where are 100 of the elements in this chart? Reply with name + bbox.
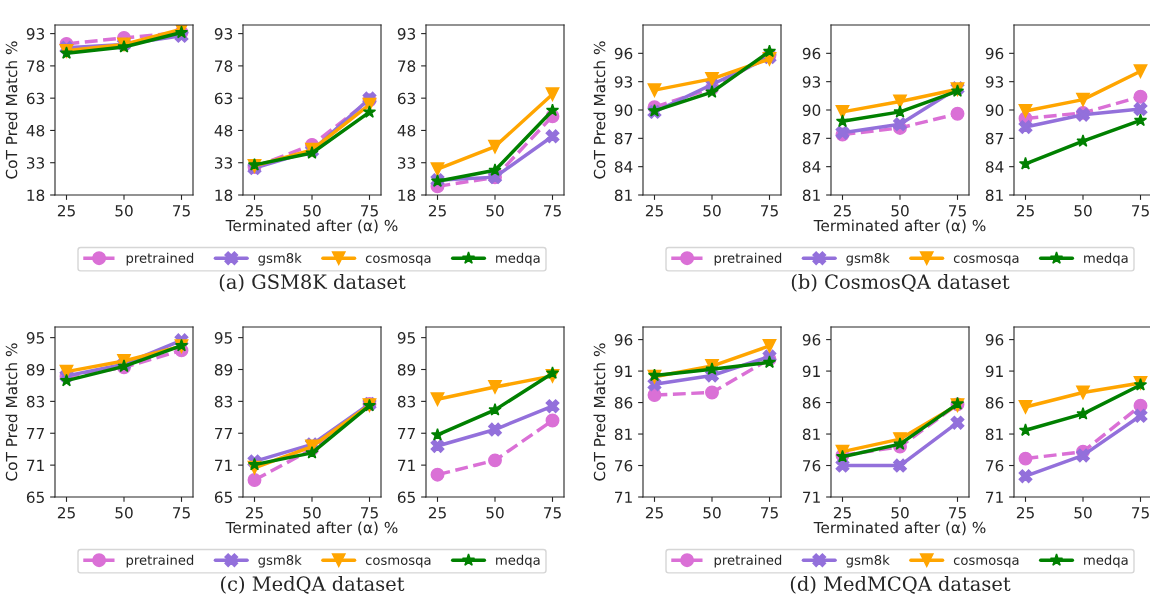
legend-label: medqa xyxy=(1084,554,1128,568)
x-axis-title: Terminated after (α) % xyxy=(225,219,398,234)
text: (d) MedMCQA dataset xyxy=(790,575,1011,594)
y-tick-label: 78 xyxy=(398,60,416,72)
y-axis-title: CoT Pred Match % xyxy=(5,41,18,179)
x-tick-label: 50 xyxy=(703,204,721,217)
legend-label: gsm8k xyxy=(846,252,890,266)
x-tick-label: 75 xyxy=(544,205,561,217)
y-tick-label: 77 xyxy=(27,427,44,440)
y-tick-label: 96 xyxy=(985,334,1004,346)
x-axis-title: Terminated after (α) % xyxy=(813,219,986,234)
y-tick-label: 78 xyxy=(27,60,45,72)
y-tick-label: 78 xyxy=(215,60,233,72)
x-tick-label: 75 xyxy=(761,205,778,217)
y-tick-label: 48 xyxy=(397,124,416,137)
y-tick-label: 65 xyxy=(214,491,232,504)
y-tick-label: 91 xyxy=(985,365,1003,378)
text: (c) MedQA dataset xyxy=(221,575,405,594)
legend-label: gsm8k xyxy=(258,252,302,266)
x-tick-label: 50 xyxy=(115,204,133,217)
y-tick-label: 83 xyxy=(397,395,416,408)
x-tick-label: 75 xyxy=(1132,507,1149,519)
y-tick-label: 81 xyxy=(802,428,820,441)
x-tick-label: 25 xyxy=(57,506,75,519)
y-tick-label: 93 xyxy=(614,76,633,88)
y-tick-label: 83 xyxy=(214,395,233,408)
y-tick-label: 89 xyxy=(397,363,416,376)
x-tick-label: 25 xyxy=(428,506,446,519)
y-tick-label: 65 xyxy=(397,491,415,504)
x-tick-label: 75 xyxy=(761,507,778,519)
y-tick-label: 81 xyxy=(614,189,632,202)
y-tick-label: 18 xyxy=(27,189,45,202)
x-tick-label: 25 xyxy=(645,204,663,217)
y-tick-label: 63 xyxy=(26,92,45,105)
legend-label: cosmosqa xyxy=(365,557,431,568)
legend-label: gsm8k xyxy=(846,554,890,568)
x-tick-label: 25 xyxy=(245,506,263,519)
y-tick-label: 86 xyxy=(802,397,821,409)
y-tick-label: 87 xyxy=(614,132,632,145)
y-tick-label: 90 xyxy=(802,104,821,117)
legend-label: cosmosqa xyxy=(365,255,431,266)
y-tick-label: 81 xyxy=(802,189,820,202)
y-tick-label: 95 xyxy=(397,332,415,344)
x-tick-label: 25 xyxy=(57,204,75,217)
x-tick-label: 25 xyxy=(833,204,851,217)
legend-label: pretrained xyxy=(126,252,194,266)
x-tick-label: 75 xyxy=(173,507,190,519)
y-tick-label: 71 xyxy=(615,491,632,503)
y-tick-label: 71 xyxy=(803,491,820,503)
x-tick-label: 25 xyxy=(833,506,851,519)
y-tick-label: 65 xyxy=(26,491,44,504)
y-tick-label: 89 xyxy=(26,363,45,376)
y-tick-label: 63 xyxy=(397,92,416,105)
x-tick-label: 75 xyxy=(173,205,190,217)
x-tick-label: 50 xyxy=(703,506,721,519)
x-tick-label: 50 xyxy=(1074,506,1092,519)
y-tick-label: 48 xyxy=(26,124,45,137)
x-tick-label: 25 xyxy=(645,506,663,519)
y-tick-label: 33 xyxy=(398,157,416,169)
x-tick-label: 75 xyxy=(1132,205,1149,217)
x-tick-label: 75 xyxy=(361,205,378,217)
y-tick-label: 81 xyxy=(985,189,1003,202)
x-tick-label: 25 xyxy=(1016,506,1034,519)
x-tick-label: 50 xyxy=(115,506,133,519)
y-tick-label: 77 xyxy=(215,427,232,440)
y-tick-label: 71 xyxy=(27,459,44,471)
y-axis-title: CoT Pred Match % xyxy=(593,41,606,179)
legend-label: pretrained xyxy=(126,554,194,568)
y-tick-label: 76 xyxy=(803,459,821,472)
x-tick-label: 75 xyxy=(544,507,561,519)
legend-label: cosmosqa xyxy=(953,255,1019,266)
x-tick-label: 25 xyxy=(245,204,263,217)
legend-label: medqa xyxy=(496,252,540,266)
y-tick-label: 48 xyxy=(214,124,233,137)
y-tick-label: 84 xyxy=(614,161,633,173)
y-tick-label: 96 xyxy=(802,47,821,60)
x-tick-label: 50 xyxy=(486,204,504,217)
x-axis-title: Terminated after (α) % xyxy=(225,521,398,536)
y-tick-label: 83 xyxy=(26,395,45,408)
y-tick-label: 86 xyxy=(985,397,1004,409)
y-tick-label: 87 xyxy=(802,132,820,145)
y-tick-label: 96 xyxy=(985,47,1004,60)
y-tick-label: 90 xyxy=(614,104,633,117)
y-tick-label: 91 xyxy=(614,365,632,378)
y-tick-label: 87 xyxy=(985,132,1003,145)
legend-label: medqa xyxy=(1084,252,1128,266)
y-tick-label: 86 xyxy=(614,397,633,409)
y-tick-label: 93 xyxy=(214,28,233,40)
y-tick-label: 71 xyxy=(986,491,1003,503)
text: (a) GSM8K dataset xyxy=(219,273,406,292)
x-tick-label: 50 xyxy=(486,506,504,519)
x-tick-label: 75 xyxy=(949,205,966,217)
y-tick-label: 18 xyxy=(215,189,233,202)
y-tick-label: 96 xyxy=(802,334,821,346)
y-tick-label: 71 xyxy=(398,459,415,471)
y-tick-label: 93 xyxy=(985,76,1004,88)
y-tick-label: 81 xyxy=(614,428,632,441)
x-axis-title: Terminated after (α) % xyxy=(813,521,986,536)
y-tick-label: 81 xyxy=(985,428,1003,441)
x-tick-label: 25 xyxy=(428,204,446,217)
